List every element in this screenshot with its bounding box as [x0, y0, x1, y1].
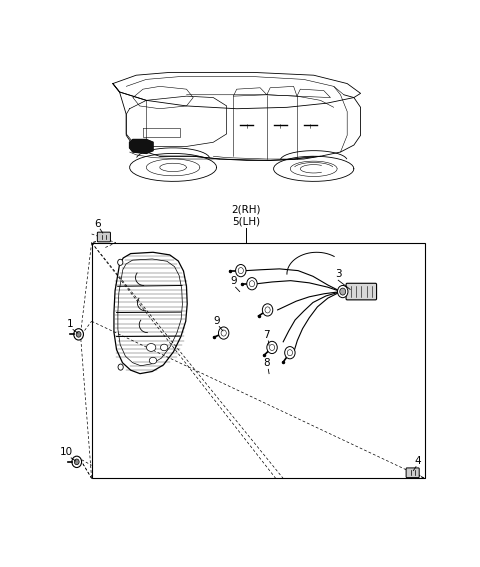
Circle shape [74, 459, 79, 465]
FancyBboxPatch shape [346, 284, 377, 300]
Circle shape [118, 364, 123, 370]
FancyBboxPatch shape [406, 468, 419, 477]
Circle shape [218, 327, 229, 339]
Text: 3: 3 [335, 269, 342, 280]
Text: 9: 9 [213, 316, 219, 325]
Circle shape [265, 307, 270, 313]
Text: 8: 8 [263, 358, 270, 369]
Text: 4: 4 [415, 456, 421, 466]
Polygon shape [130, 139, 153, 154]
Circle shape [288, 350, 292, 356]
Text: 1: 1 [67, 319, 74, 329]
FancyBboxPatch shape [97, 232, 110, 242]
Circle shape [76, 332, 81, 337]
Circle shape [118, 259, 123, 265]
Text: 2(RH)
5(LH): 2(RH) 5(LH) [231, 205, 261, 226]
Circle shape [74, 329, 84, 340]
Ellipse shape [160, 344, 168, 351]
Text: 6: 6 [94, 219, 100, 229]
Ellipse shape [149, 357, 156, 364]
Circle shape [267, 341, 277, 354]
Text: 9: 9 [231, 276, 238, 286]
Text: 10: 10 [60, 447, 73, 458]
Circle shape [72, 456, 82, 468]
Circle shape [249, 281, 254, 287]
Text: 7: 7 [263, 330, 270, 340]
Circle shape [221, 330, 226, 336]
Circle shape [247, 278, 257, 290]
Circle shape [337, 285, 348, 298]
Circle shape [238, 268, 243, 274]
Bar [92, 243, 424, 479]
Ellipse shape [146, 344, 156, 352]
Circle shape [285, 346, 295, 359]
Circle shape [236, 264, 246, 277]
Circle shape [263, 304, 273, 316]
Circle shape [269, 344, 275, 350]
Circle shape [340, 288, 346, 295]
